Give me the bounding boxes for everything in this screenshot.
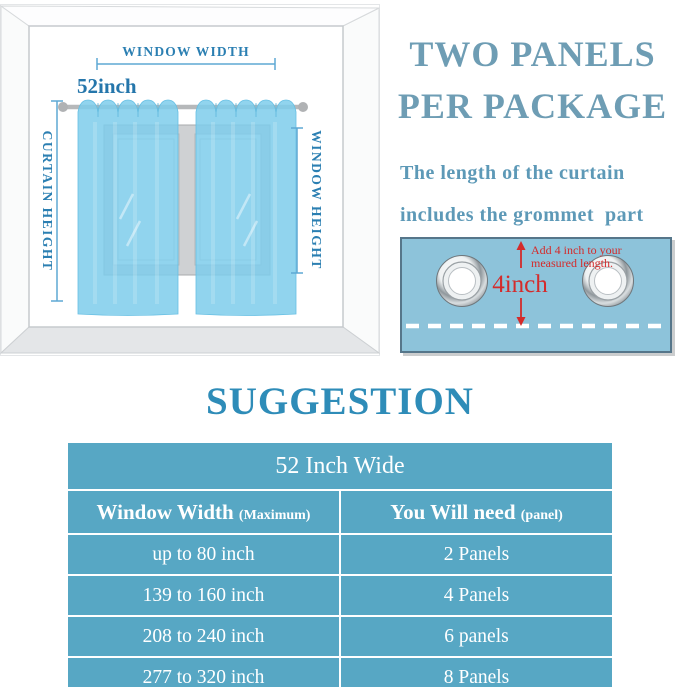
add-note-line1: Add 4 inch to your — [531, 243, 622, 257]
grommet-illustration: 4inch Add 4 inch to your measured length… — [400, 237, 672, 353]
col-header-window-width: Window Width (Maximum) — [68, 489, 341, 535]
table-row: 139 to 160 inch 4 Panels — [68, 574, 612, 617]
cell-window-width: 208 to 240 inch — [68, 615, 341, 658]
floor — [0, 326, 380, 354]
col-header-label: Window Width — [96, 499, 234, 524]
add-note-line2: measured length. — [531, 256, 613, 270]
table-row: up to 80 inch 2 Panels — [68, 533, 612, 576]
package-title-line1: TWO PANELS — [409, 34, 656, 74]
curtain-width-value: 52inch — [77, 74, 137, 98]
col-header-sub: (Maximum) — [238, 507, 311, 523]
cell-panels-needed: 2 Panels — [339, 533, 612, 576]
col-header-you-will-need: You Will need (panel) — [339, 489, 612, 535]
table-banner: 52 Inch Wide — [68, 443, 612, 491]
window-measurement-diagram: WINDOW WIDTH 52inch CURTAIN HEIGHT WINDO… — [0, 4, 380, 356]
suggestion-heading: SUGGESTION — [206, 380, 474, 423]
col-header-label: You Will need — [390, 499, 516, 524]
cell-panels-needed: 8 Panels — [339, 656, 612, 687]
table-header-row: Window Width (Maximum) You Will need (pa… — [68, 489, 612, 535]
four-inch-label: 4inch — [492, 271, 548, 298]
curtain-panel-right — [195, 99, 297, 316]
table-banner-row: 52 Inch Wide — [68, 443, 612, 491]
grommet-left — [436, 255, 488, 307]
window-height-label: WINDOW HEIGHT — [309, 130, 324, 270]
col-header-sub: (panel) — [520, 507, 563, 523]
cell-window-width: 277 to 320 inch — [68, 656, 341, 687]
curtain-height-measure — [51, 100, 63, 302]
cell-window-width: up to 80 inch — [68, 533, 341, 576]
cell-panels-needed: 6 panels — [339, 615, 612, 658]
grommet-right — [582, 255, 634, 307]
package-title-line2: PER PACKAGE — [397, 86, 668, 126]
cell-window-width: 139 to 160 inch — [68, 574, 341, 617]
package-subtitle-line2: includes the grommet part — [400, 204, 644, 226]
curtain-panel-left — [77, 99, 179, 316]
curtain-height-label: CURTAIN HEIGHT — [40, 131, 55, 272]
suggestion-table: 52 Inch Wide Window Width (Maximum) You … — [68, 443, 612, 687]
cell-panels-needed: 4 Panels — [339, 574, 612, 617]
package-subtitle-line1: The length of the curtain — [400, 162, 625, 184]
table-row: 277 to 320 inch 8 Panels — [68, 656, 612, 687]
table-row: 208 to 240 inch 6 panels — [68, 615, 612, 658]
window-width-label: WINDOW WIDTH — [122, 44, 250, 59]
window-height-measure — [291, 127, 303, 274]
window-width-measure — [96, 58, 276, 70]
